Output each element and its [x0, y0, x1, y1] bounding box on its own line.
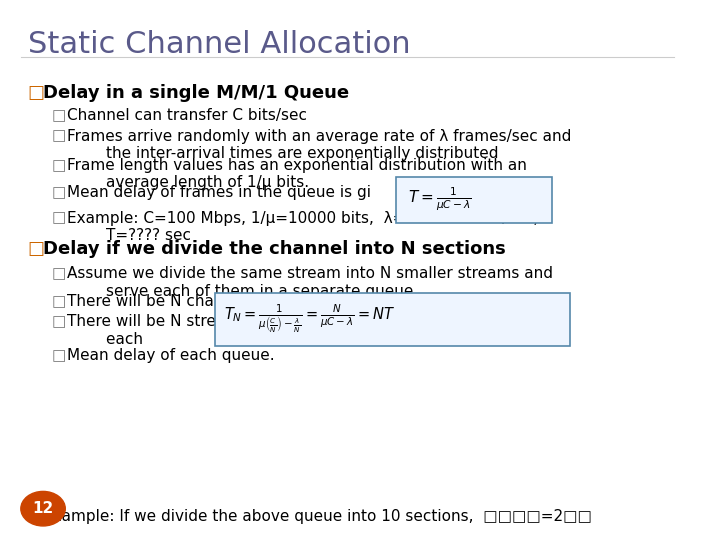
Text: There will be N channels with a capacity of C/N bits/sec for each: There will be N channels with a capacity…	[68, 294, 560, 309]
Text: □: □	[52, 266, 66, 281]
Text: Frames arrive randomly with an average rate of λ frames/sec and
        the inte: Frames arrive randomly with an average r…	[68, 129, 572, 161]
Text: Frame length values has an exponential distribution with an
        average leng: Frame length values has an exponential d…	[68, 158, 527, 190]
Text: Example: If we divide the above queue into 10 sections,  □□□□=2□□: Example: If we divide the above queue in…	[43, 509, 592, 524]
Text: Channel can transfer C bits/sec: Channel can transfer C bits/sec	[68, 108, 307, 123]
Text: □: □	[52, 314, 66, 329]
Text: □: □	[52, 185, 66, 200]
Text: 12: 12	[32, 501, 54, 516]
Text: $T_N = \frac{1}{\mu\left(\frac{C}{N}\right) - \frac{\lambda}{N}} = \frac{N}{\mu : $T_N = \frac{1}{\mu\left(\frac{C}{N}\rig…	[225, 302, 395, 335]
Text: □: □	[52, 348, 66, 363]
Text: □: □	[52, 129, 66, 144]
Text: Assume we divide the same stream into N smaller streams and
        serve each o: Assume we divide the same stream into N …	[68, 266, 554, 299]
Text: □: □	[28, 509, 42, 524]
Text: Static Channel Allocation: Static Channel Allocation	[28, 30, 410, 59]
Text: □: □	[52, 158, 66, 173]
Text: □: □	[28, 240, 45, 258]
Text: $T = \frac{1}{\mu C - \lambda}$: $T = \frac{1}{\mu C - \lambda}$	[408, 185, 472, 213]
Text: Mean delay of frames in the queue is gi: Mean delay of frames in the queue is gi	[68, 185, 372, 200]
Text: There will be N streams with an average rate of λ/N frames/sec
        each: There will be N streams with an average …	[68, 314, 553, 347]
Text: □: □	[52, 108, 66, 123]
Circle shape	[21, 491, 66, 526]
FancyBboxPatch shape	[396, 177, 552, 223]
Text: Mean delay of each queue.: Mean delay of each queue.	[68, 348, 275, 363]
FancyBboxPatch shape	[215, 293, 570, 346]
Text: Delay if we divide the channel into N sections: Delay if we divide the channel into N se…	[43, 240, 506, 258]
Text: Example: C=100 Mbps, 1/μ=10000 bits,  λ=5000 frames/sec,
        T=???? sec: Example: C=100 Mbps, 1/μ=10000 bits, λ=5…	[68, 211, 539, 243]
Text: □: □	[28, 84, 45, 102]
Text: □: □	[52, 211, 66, 226]
Text: □: □	[52, 294, 66, 309]
Text: Delay in a single M/M/1 Queue: Delay in a single M/M/1 Queue	[43, 84, 349, 102]
